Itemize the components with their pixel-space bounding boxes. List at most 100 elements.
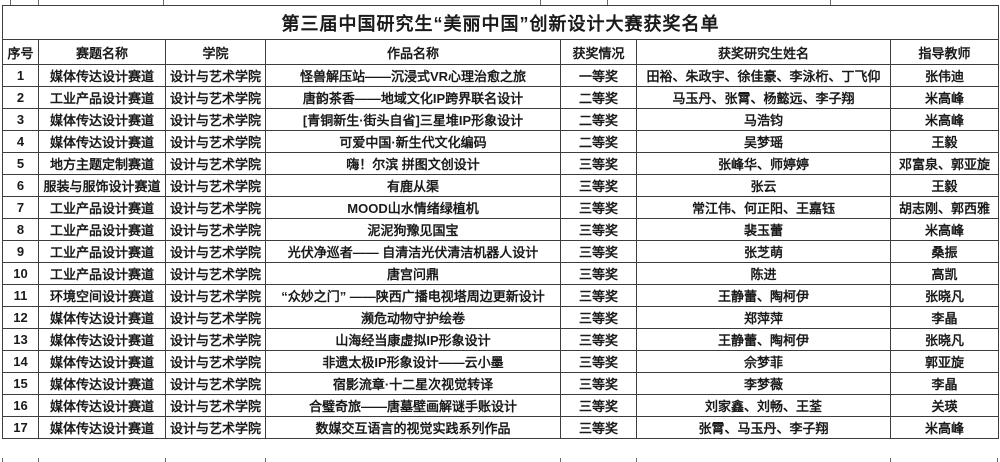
- cell-work: 合璧奇旅——唐墓壁画解谜手账设计: [265, 394, 561, 417]
- cell-work: “众妙之门” ——陕西广播电视塔周边更新设计: [265, 284, 561, 307]
- table-row: 9 工业产品设计赛道 设计与艺术学院 光伏净巡者—— 自清洁光伏清洁机器人设计 三等奖张…: [2, 240, 1000, 263]
- cell-no: 4: [2, 130, 39, 153]
- cell-college: 设计与艺术学院: [165, 416, 266, 439]
- cell-advisor: 米高峰: [889, 416, 1000, 439]
- column-header-advisor: 指导教师: [889, 39, 1000, 65]
- cell-no: 14: [2, 350, 39, 373]
- cell-college: 设计与艺术学院: [165, 152, 266, 175]
- cell-work: 非遗太极IP形象设计——云小墨: [265, 350, 561, 373]
- table-row: 6 服装与服饰设计赛道 设计与艺术学院 有鹿从渠 三等奖 张云 王毅: [2, 174, 1000, 197]
- cell-advisor: 张伟迪: [889, 64, 1000, 87]
- cell-award: 三等奖: [560, 416, 637, 439]
- table-row: 13 媒体传达设计赛道 设计与艺术学院 山海经当康虚拟IP形象设计 三等奖 王静蕾、陶柯伊…: [2, 328, 1000, 351]
- cell-track: 工业产品设计赛道: [38, 218, 166, 241]
- cell-students: 张峰华、师婷婷: [636, 152, 891, 175]
- table-row: 11 环境空间设计赛道 设计与艺术学院 “众妙之门” ——陕西广播电视塔周边更新设计三…: [2, 284, 1000, 307]
- cell-award: 三等奖: [560, 218, 637, 241]
- cell-students: 田裕、朱政宇、徐佳豪、李泳桁、丁飞仰: [636, 64, 891, 87]
- cell-students: 李梦薇: [636, 372, 891, 395]
- column-header-college: 学院: [165, 39, 266, 65]
- cell-no: 3: [2, 108, 39, 131]
- cell-advisor: 邓富泉、郭亚旋: [889, 152, 1000, 175]
- cell-no: 6: [2, 174, 39, 197]
- cell-work: 嗨！尔滨 拼图文创设计: [265, 152, 561, 175]
- cropped-row-above: [0, 0, 1000, 5]
- table-row: 14 媒体传达设计赛道 设计与艺术学院 非遗太极IP形象设计——云小墨 三等奖 佘梦菲 郭亚…: [2, 350, 1000, 373]
- cell-advisor: 王毅: [889, 174, 1000, 197]
- cell-no: 11: [2, 284, 39, 307]
- cell-advisor: 胡志刚、郭西雅: [889, 196, 1000, 219]
- gridline: [38, 0, 39, 5]
- cell-work: 濒危动物守护绘卷: [265, 306, 561, 329]
- cell-students: 刘家鑫、刘畅、王荃: [636, 394, 891, 417]
- cell-college: 设计与艺术学院: [165, 130, 266, 153]
- gridline: [2, 458, 3, 462]
- cell-work: 光伏净巡者—— 自清洁光伏清洁机器人设计: [265, 240, 561, 263]
- awards-table: 第三届中国研究生“美丽中国”创新设计大赛获奖名单 序号 赛题名称 学院 作品名称…: [1, 5, 1000, 439]
- cell-award: 三等奖: [560, 306, 637, 329]
- cell-award: 二等奖: [560, 86, 637, 109]
- cell-college: 设计与艺术学院: [165, 284, 266, 307]
- cell-students: 郑萍萍: [636, 306, 891, 329]
- cell-work: 唐韵茶香——地域文化IP跨界联名设计: [265, 86, 561, 109]
- gridline: [165, 458, 166, 462]
- gridline: [607, 0, 608, 5]
- column-header-students: 获奖研究生姓名: [636, 39, 891, 65]
- table-title: 第三届中国研究生“美丽中国”创新设计大赛获奖名单: [1, 5, 1000, 40]
- cell-no: 15: [2, 372, 39, 395]
- cell-award: 一等奖: [560, 64, 637, 87]
- cell-award: 三等奖: [560, 328, 637, 351]
- cell-college: 设计与艺术学院: [165, 240, 266, 263]
- cell-advisor: 张晓凡: [889, 328, 1000, 351]
- cell-no: 7: [2, 196, 39, 219]
- cell-college: 设计与艺术学院: [165, 328, 266, 351]
- cell-award: 三等奖: [560, 284, 637, 307]
- cell-college: 设计与艺术学院: [165, 218, 266, 241]
- cell-no: 5: [2, 152, 39, 175]
- cell-no: 2: [2, 86, 39, 109]
- cell-award: 三等奖: [560, 240, 637, 263]
- cell-students: 佘梦菲: [636, 350, 891, 373]
- cell-no: 17: [2, 416, 39, 439]
- cell-no: 16: [2, 394, 39, 417]
- cell-award: 三等奖: [560, 196, 637, 219]
- table-row: 2 工业产品设计赛道 设计与艺术学院 唐韵茶香——地域文化IP跨界联名设计 二等奖 马玉丹…: [2, 86, 1000, 109]
- cell-advisor: 李晶: [889, 306, 1000, 329]
- gridline: [830, 0, 831, 5]
- cell-no: 12: [2, 306, 39, 329]
- cell-college: 设计与艺术学院: [165, 350, 266, 373]
- cell-college: 设计与艺术学院: [165, 86, 266, 109]
- cell-students: 裴玉蕾: [636, 218, 891, 241]
- header-row: 序号 赛题名称 学院 作品名称 获奖情况 获奖研究生姓名 指导教师: [2, 39, 1000, 65]
- cell-no: 8: [2, 218, 39, 241]
- cell-college: 设计与艺术学院: [165, 394, 266, 417]
- cell-advisor: 张晓凡: [889, 284, 1000, 307]
- cell-students: 吴梦瑶: [636, 130, 891, 153]
- cell-college: 设计与艺术学院: [165, 174, 266, 197]
- gridline: [38, 458, 39, 462]
- column-header-work: 作品名称: [265, 39, 561, 65]
- cell-track: 媒体传达设计赛道: [38, 306, 166, 329]
- cell-track: 媒体传达设计赛道: [38, 328, 166, 351]
- cell-students: 张云: [636, 174, 891, 197]
- cell-students: 常江伟、何正阳、王嘉钰: [636, 196, 891, 219]
- cell-track: 环境空间设计赛道: [38, 284, 166, 307]
- cell-college: 设计与艺术学院: [165, 108, 266, 131]
- cell-track: 地方主题定制赛道: [38, 152, 166, 175]
- cell-work: 有鹿从渠: [265, 174, 561, 197]
- cell-students: 王静蕾、陶柯伊: [636, 328, 891, 351]
- gridline: [540, 0, 541, 5]
- cell-award: 三等奖: [560, 262, 637, 285]
- cell-work: 唐宫问鼎: [265, 262, 561, 285]
- table-row: 10 工业产品设计赛道 设计与艺术学院 唐宫问鼎 三等奖 陈进 高凯: [2, 262, 1000, 285]
- cell-track: 媒体传达设计赛道: [38, 108, 166, 131]
- cell-advisor: 米高峰: [889, 108, 1000, 131]
- cropped-row-below: [0, 458, 1000, 462]
- table-row: 4 媒体传达设计赛道 设计与艺术学院 可爱中国·新生代文化编码 二等奖 吴梦瑶 王毅: [2, 130, 1000, 153]
- cell-work: MOOD山水情绪绿植机: [265, 196, 561, 219]
- cell-award: 三等奖: [560, 350, 637, 373]
- cell-track: 工业产品设计赛道: [38, 262, 166, 285]
- cell-track: 工业产品设计赛道: [38, 240, 166, 263]
- gridline: [560, 458, 561, 462]
- cell-college: 设计与艺术学院: [165, 262, 266, 285]
